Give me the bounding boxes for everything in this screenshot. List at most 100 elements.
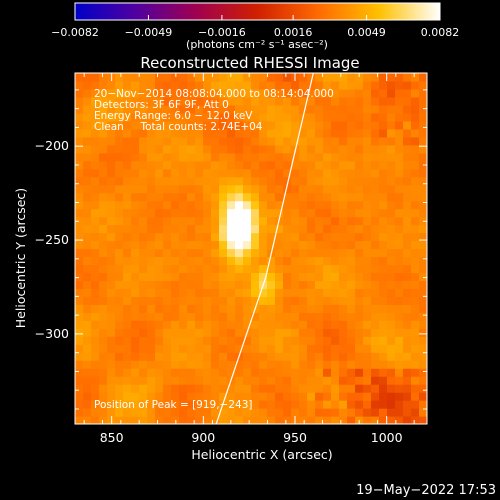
heatmap-cell <box>83 136 92 146</box>
heatmap-cell <box>99 88 108 98</box>
heatmap-cell <box>251 112 260 122</box>
heatmap-cell <box>243 104 252 114</box>
heatmap-cell <box>147 416 156 424</box>
heatmap-cell <box>75 208 84 218</box>
heatmap-cell <box>107 152 116 162</box>
heatmap-cell <box>339 240 348 250</box>
heatmap-cell <box>379 160 388 170</box>
heatmap-cell <box>163 312 172 321</box>
heatmap-cell <box>275 368 284 377</box>
heatmap-cell <box>267 328 276 337</box>
heatmap-cell <box>363 400 372 409</box>
heatmap-cell <box>235 368 244 377</box>
heatmap-cell <box>347 272 356 282</box>
heatmap-cell <box>195 256 204 266</box>
heatmap-cell <box>387 224 396 234</box>
heatmap-cell <box>171 104 180 114</box>
heatmap-cell <box>139 128 148 138</box>
heatmap-cell <box>315 256 324 266</box>
heatmap-cell <box>267 288 276 297</box>
heatmap-cell <box>75 192 84 202</box>
peak-position-label: Position of Peak = [919,−243] <box>94 399 253 411</box>
heatmap-cell <box>371 280 380 289</box>
heatmap-cell <box>179 312 188 321</box>
heatmap-cell <box>403 392 412 401</box>
heatmap-cell <box>259 256 268 266</box>
heatmap-cell <box>323 88 332 98</box>
heatmap-cell <box>291 176 300 186</box>
heatmap-cell <box>315 73 324 82</box>
heatmap-cell <box>171 208 180 218</box>
heatmap-cell <box>331 184 340 194</box>
heatmap-cell <box>403 176 412 186</box>
heatmap-cell <box>235 73 244 82</box>
heatmap-cell <box>171 248 180 258</box>
heatmap-cell <box>267 400 276 409</box>
heatmap-cell <box>243 240 252 250</box>
heatmap-cell <box>243 256 252 266</box>
heatmap-cell <box>419 192 427 202</box>
heatmap-cell <box>275 224 284 234</box>
heatmap-cell <box>91 160 100 170</box>
heatmap-cell <box>419 352 427 361</box>
heatmap-cell <box>331 96 340 106</box>
heatmap-cell <box>411 352 420 361</box>
heatmap-cell <box>339 112 348 122</box>
heatmap-cell <box>139 296 148 305</box>
heatmap-cell <box>323 192 332 202</box>
heatmap-cell <box>419 360 427 369</box>
heatmap-cell <box>387 304 396 313</box>
heatmap-cell <box>291 304 300 313</box>
heatmap-cell <box>331 136 340 146</box>
heatmap-cell <box>387 272 396 282</box>
heatmap-cell <box>315 416 324 424</box>
heatmap-cell <box>123 376 132 385</box>
heatmap-cell <box>291 296 300 305</box>
heatmap-cell <box>251 408 260 417</box>
heatmap-cell <box>251 280 260 289</box>
heatmap-cell <box>291 208 300 218</box>
heatmap-cell <box>299 216 308 226</box>
heatmap-cell <box>283 168 292 178</box>
heatmap-cell <box>179 264 188 274</box>
heatmap-cell <box>131 152 140 162</box>
heatmap-cell <box>331 208 340 218</box>
heatmap-cell <box>147 88 156 98</box>
heatmap-cell <box>299 296 308 305</box>
heatmap-cell <box>355 152 364 162</box>
heatmap-cell <box>139 160 148 170</box>
heatmap-cell <box>251 240 260 250</box>
heatmap-cell <box>99 400 108 409</box>
heatmap-cell <box>123 248 132 258</box>
heatmap-cell <box>371 304 380 313</box>
heatmap-cell <box>235 336 244 345</box>
heatmap-cell <box>195 240 204 250</box>
heatmap-cell <box>155 408 164 417</box>
heatmap-cell <box>307 73 316 82</box>
heatmap-cell <box>267 272 276 282</box>
heatmap-cell <box>403 232 412 242</box>
heatmap-cell <box>419 200 427 210</box>
heatmap-cell <box>339 416 348 424</box>
heatmap-cell <box>347 352 356 361</box>
heatmap-cell <box>115 280 124 289</box>
heatmap-cell <box>147 168 156 178</box>
heatmap-cell <box>371 208 380 218</box>
x-axis-label: Heliocentric X (arcsec) <box>191 447 332 462</box>
heatmap-cell <box>107 336 116 345</box>
heatmap-cell <box>235 296 244 305</box>
heatmap-cell <box>203 216 212 226</box>
heatmap-cell <box>379 80 388 90</box>
heatmap-cell <box>179 352 188 361</box>
heatmap-cell <box>291 376 300 385</box>
heatmap-cell <box>299 176 308 186</box>
heatmap-cell <box>339 376 348 385</box>
heatmap-cell <box>307 88 316 98</box>
heatmap-cell <box>403 416 412 424</box>
heatmap-cell <box>163 384 172 393</box>
heatmap-cell <box>411 192 420 202</box>
heatmap-cell <box>219 328 228 337</box>
heatmap-cell <box>339 296 348 305</box>
heatmap-cell <box>323 368 332 377</box>
heatmap-cell <box>171 320 180 329</box>
